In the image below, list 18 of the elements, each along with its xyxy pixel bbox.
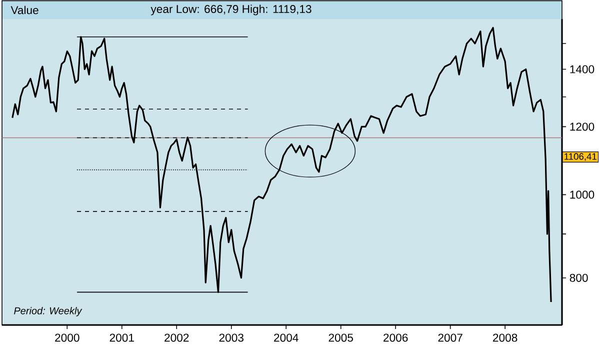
text: 1106,41 bbox=[564, 153, 596, 161]
x-tick-label: 2000 bbox=[55, 334, 80, 342]
x-tick-label: 2006 bbox=[384, 334, 408, 342]
y-tick-label: 800 bbox=[570, 274, 588, 282]
annotation: Period: Weekly bbox=[14, 306, 82, 316]
x-tick-label: 2007 bbox=[438, 334, 462, 342]
y-tick-label: 1400 bbox=[570, 65, 594, 74]
line-series bbox=[12, 26, 552, 303]
x-tick-label: 2005 bbox=[328, 334, 353, 342]
x-tick-label: 2008 bbox=[493, 334, 518, 342]
y-tick-label: 1200 bbox=[570, 122, 594, 131]
chart-title: Value bbox=[10, 6, 38, 14]
x-tick-label: 2003 bbox=[219, 334, 244, 342]
x-tick-label: 2001 bbox=[110, 334, 134, 342]
chart-subtitle: year Low: 666,79 High: 1119,13 bbox=[150, 4, 312, 16]
x-tick-label: 2002 bbox=[164, 334, 189, 342]
y-tick-label: 1000 bbox=[570, 190, 594, 199]
x-tick-label: 2004 bbox=[274, 334, 298, 342]
